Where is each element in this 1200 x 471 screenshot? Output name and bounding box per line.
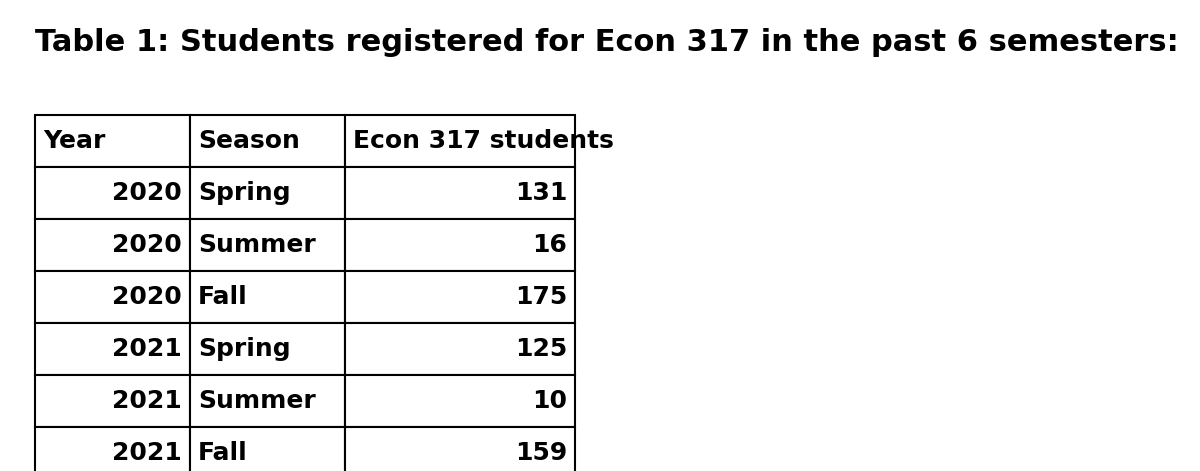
Text: Summer: Summer — [198, 233, 316, 257]
Bar — [346, 271, 575, 323]
Text: Year: Year — [43, 129, 106, 153]
Bar — [190, 115, 346, 167]
Bar — [35, 167, 190, 219]
Text: Summer: Summer — [198, 389, 316, 413]
Bar — [35, 219, 190, 271]
Text: 2021: 2021 — [113, 441, 182, 465]
Text: 125: 125 — [515, 337, 568, 361]
Bar — [346, 219, 575, 271]
Bar — [35, 375, 190, 427]
Text: 2020: 2020 — [113, 181, 182, 205]
Bar — [35, 427, 190, 471]
Bar — [190, 167, 346, 219]
Text: 2020: 2020 — [113, 233, 182, 257]
Bar — [346, 375, 575, 427]
Text: 10: 10 — [532, 389, 568, 413]
Text: 131: 131 — [515, 181, 568, 205]
Text: Fall: Fall — [198, 441, 247, 465]
Bar — [190, 427, 346, 471]
Text: 16: 16 — [532, 233, 568, 257]
Text: Econ 317 students: Econ 317 students — [353, 129, 614, 153]
Bar — [346, 115, 575, 167]
Bar — [346, 427, 575, 471]
Text: 2021: 2021 — [113, 389, 182, 413]
Bar — [35, 323, 190, 375]
Bar — [35, 271, 190, 323]
Bar — [346, 167, 575, 219]
Bar — [190, 219, 346, 271]
Text: Season: Season — [198, 129, 300, 153]
Text: 2021: 2021 — [113, 337, 182, 361]
Text: 159: 159 — [515, 441, 568, 465]
Bar — [346, 323, 575, 375]
Text: Table 1: Students registered for Econ 317 in the past 6 semesters:: Table 1: Students registered for Econ 31… — [35, 28, 1178, 57]
Bar — [190, 323, 346, 375]
Bar — [35, 115, 190, 167]
Text: Spring: Spring — [198, 337, 290, 361]
Text: Spring: Spring — [198, 181, 290, 205]
Text: 175: 175 — [515, 285, 568, 309]
Bar — [190, 271, 346, 323]
Bar — [190, 375, 346, 427]
Text: Fall: Fall — [198, 285, 247, 309]
Text: 2020: 2020 — [113, 285, 182, 309]
